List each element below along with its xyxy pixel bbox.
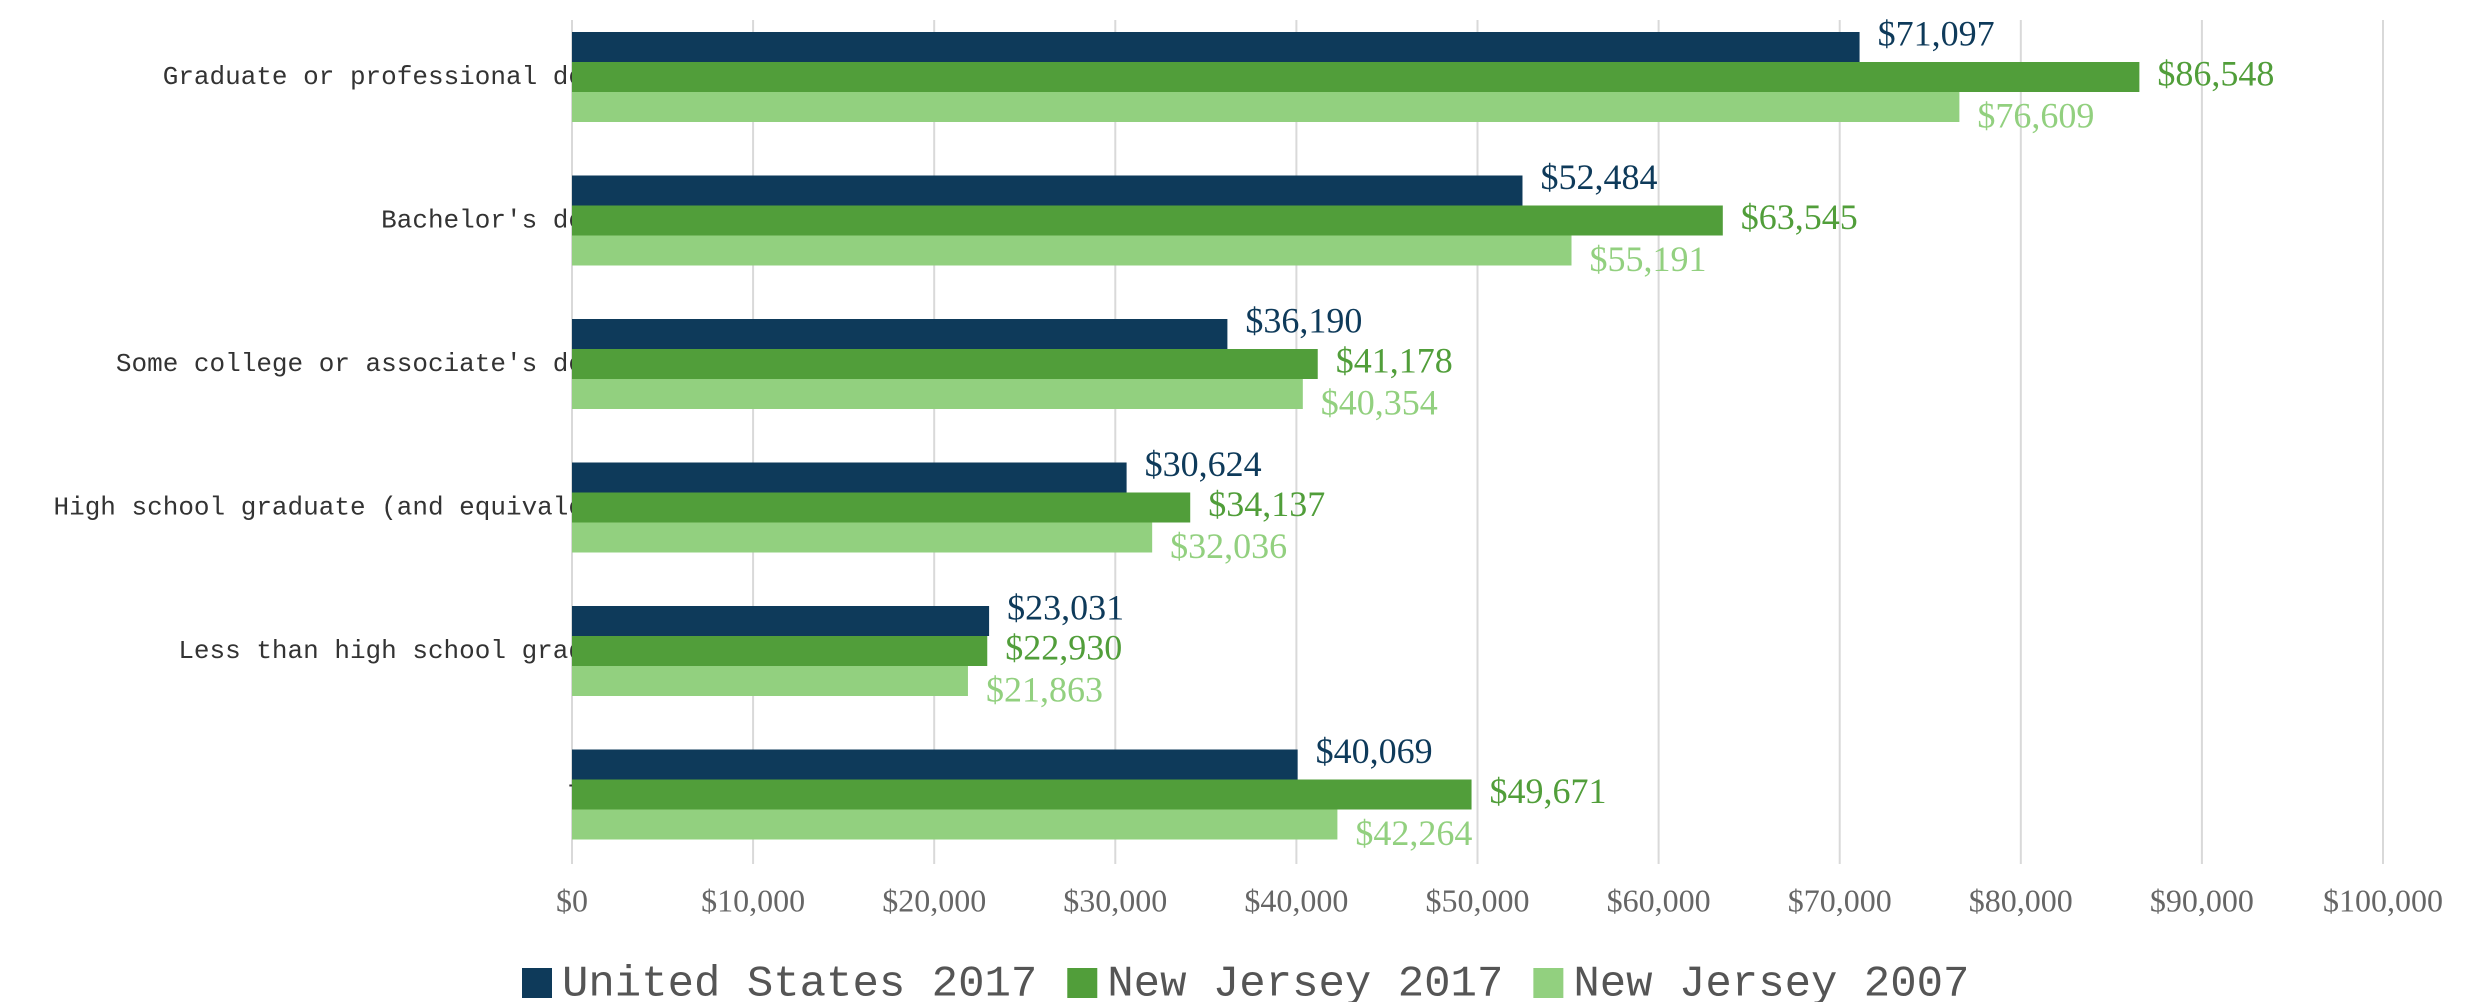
x-tick-label: $80,000 xyxy=(1969,882,2073,918)
value-label: $23,031 xyxy=(1007,587,1124,627)
value-label: $42,264 xyxy=(1355,813,1472,853)
value-label: $32,036 xyxy=(1170,526,1287,566)
value-label: $21,863 xyxy=(986,669,1103,709)
bar xyxy=(572,522,1153,553)
bar xyxy=(572,809,1338,840)
category-label: High school graduate (and equivalency): xyxy=(54,492,663,522)
value-label: $55,191 xyxy=(1590,239,1707,279)
value-label: $49,671 xyxy=(1490,771,1607,811)
x-tick-label: $10,000 xyxy=(701,882,805,918)
value-label: $40,069 xyxy=(1316,731,1433,771)
legend-label: New Jersey 2017 xyxy=(1107,960,1503,1002)
bar xyxy=(572,175,1523,206)
value-label: $41,178 xyxy=(1336,340,1453,380)
x-tick-label: $60,000 xyxy=(1607,882,1711,918)
bar xyxy=(572,749,1298,780)
bar xyxy=(572,779,1472,810)
bar xyxy=(572,205,1723,236)
value-label: $86,548 xyxy=(2157,53,2274,93)
x-tick-label: $100,000 xyxy=(2323,882,2443,918)
bar xyxy=(572,62,2140,92)
bar xyxy=(572,349,1318,379)
bar xyxy=(572,606,990,636)
bar xyxy=(572,636,988,666)
value-label: $34,137 xyxy=(1208,484,1325,524)
value-label: $52,484 xyxy=(1540,157,1657,197)
x-tick-label: $0 xyxy=(556,882,588,918)
x-tick-label: $50,000 xyxy=(1426,882,1530,918)
legend-swatch xyxy=(522,968,552,998)
legend-label: New Jersey 2007 xyxy=(1573,960,1969,1002)
x-tick-label: $70,000 xyxy=(1788,882,1892,918)
bar xyxy=(572,379,1303,409)
x-tick-label: $30,000 xyxy=(1063,882,1167,918)
bar xyxy=(572,235,1572,266)
category-label: Some college or associate's degree: xyxy=(116,349,662,379)
legend-swatch xyxy=(1067,968,1098,998)
bar xyxy=(572,492,1191,523)
bar xyxy=(572,32,1860,62)
bar xyxy=(572,319,1228,349)
bar xyxy=(572,462,1127,493)
legend-label: United States 2017 xyxy=(562,960,1037,1002)
value-label: $36,190 xyxy=(1245,300,1362,340)
bar xyxy=(572,92,1960,122)
value-label: $30,624 xyxy=(1145,444,1262,484)
value-label: $63,545 xyxy=(1741,197,1858,237)
legend-swatch xyxy=(1533,968,1564,998)
value-label: $76,609 xyxy=(1977,95,2094,135)
x-tick-label: $90,000 xyxy=(2150,882,2254,918)
bar xyxy=(572,666,968,696)
value-label: $71,097 xyxy=(1878,13,1995,53)
x-tick-label: $40,000 xyxy=(1244,882,1348,918)
value-label: $22,930 xyxy=(1005,627,1122,667)
x-tick-label: $20,000 xyxy=(882,882,986,918)
value-label: $40,354 xyxy=(1321,382,1438,422)
